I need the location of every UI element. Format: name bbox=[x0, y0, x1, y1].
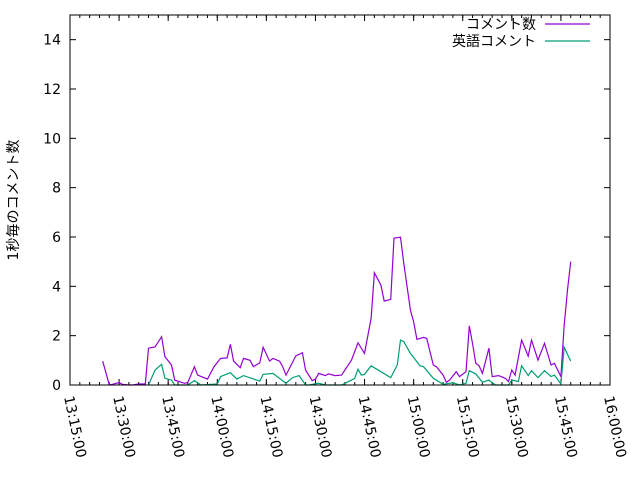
axes: 0 2 4 6 8 10 12 14 13:15:00 13:30:00 13:45:00 14:00… bbox=[43, 15, 629, 459]
x-tick-label: 15:00:00 bbox=[404, 395, 433, 460]
y-tick-label: 4 bbox=[52, 279, 61, 295]
y-tick-label: 2 bbox=[52, 329, 61, 345]
x-tick-label: 13:30:00 bbox=[109, 395, 138, 460]
plot-border bbox=[70, 15, 610, 385]
y-tick-label: 8 bbox=[52, 181, 61, 197]
series-group bbox=[103, 237, 571, 385]
x-tick-label: 14:45:00 bbox=[355, 395, 384, 460]
x-tick-label: 16:00:00 bbox=[600, 395, 629, 460]
y-tick-label: 0 bbox=[52, 378, 61, 394]
y-tick-label: 10 bbox=[43, 131, 61, 147]
y-tick-label: 12 bbox=[43, 82, 61, 98]
x-tick-label: 14:00:00 bbox=[207, 395, 236, 460]
series-line-0 bbox=[103, 237, 571, 385]
y-axis-label: 1秒毎のコメント数 bbox=[6, 140, 22, 261]
legend-label: コメント数 bbox=[466, 17, 536, 33]
x-tick-label: 15:45:00 bbox=[551, 395, 580, 460]
x-tick-label: 14:15:00 bbox=[256, 395, 285, 460]
series-line-1 bbox=[149, 340, 571, 385]
y-tick-label: 6 bbox=[52, 230, 61, 246]
x-tick-label: 13:15:00 bbox=[60, 395, 89, 460]
legend-label: 英語コメント bbox=[452, 33, 536, 50]
x-tick-label: 14:30:00 bbox=[306, 395, 335, 460]
x-tick-label: 15:30:00 bbox=[502, 395, 531, 460]
x-tick-label: 13:45:00 bbox=[158, 395, 187, 460]
y-tick-label: 14 bbox=[43, 33, 61, 49]
x-tick-label: 15:15:00 bbox=[453, 395, 482, 460]
